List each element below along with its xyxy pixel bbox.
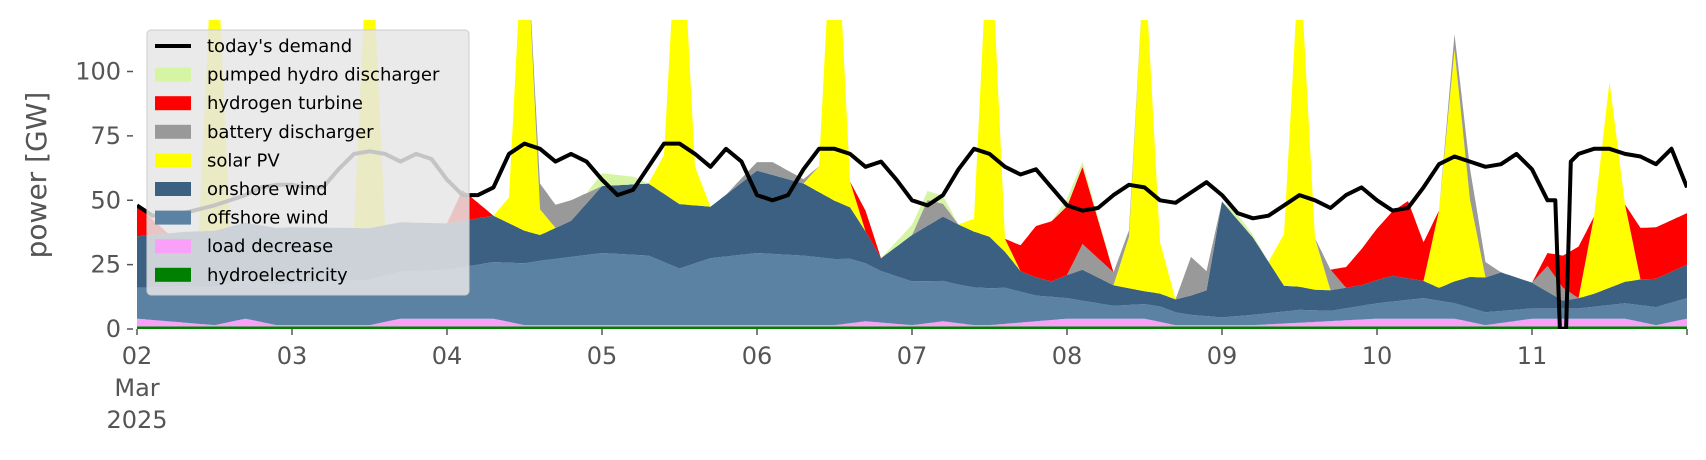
x-tick-label: 05 [587, 342, 618, 370]
x-tick-label: 02 Mar 2025 [106, 342, 167, 434]
area-hydroelectricity [137, 326, 1687, 329]
legend-swatch-battery-discharger [155, 124, 191, 139]
x-tick-label: 04 [432, 342, 463, 370]
y-tick-label: 25 [90, 251, 121, 279]
legend-label-today-s-demand: today's demand [207, 36, 352, 57]
y-tick-label: 50 [90, 186, 121, 214]
legend-label-hydrogen-turbine: hydrogen turbine [207, 93, 363, 114]
legend-swatch-hydroelectricity [155, 267, 191, 282]
legend-swatch-pumped-hydro-discharger [155, 67, 191, 82]
legend-label-onshore-wind: onshore wind [207, 179, 328, 200]
x-tick-label: 08 [1052, 342, 1083, 370]
x-tick-label: 07 [897, 342, 928, 370]
stacked-areas [137, 20, 1687, 329]
legend-label-hydroelectricity: hydroelectricity [207, 265, 348, 286]
area-load-decrease [137, 318, 1687, 327]
legend-label-battery-discharger: battery discharger [207, 122, 374, 143]
legend-swatch-onshore-wind [155, 182, 191, 196]
x-tick-label: 09 [1207, 342, 1238, 370]
legend-swatch-offshore-wind [155, 210, 191, 225]
area-onshore-wind [137, 170, 1687, 318]
x-tick-label: 11 [1517, 342, 1548, 370]
legend-swatch-hydrogen-turbine [155, 96, 191, 111]
legend-box [146, 29, 470, 296]
area-solar-pv [137, 20, 1687, 301]
x-tick-label: 06 [742, 342, 773, 370]
x-tick-label: 10 [1362, 342, 1393, 370]
y-tick-label: 0 [106, 315, 121, 343]
y-tick-label: 100 [75, 58, 121, 86]
area-offshore-wind [137, 253, 1687, 326]
legend-label-offshore-wind: offshore wind [207, 208, 329, 229]
x-tick-label: 03 [277, 342, 308, 370]
y-tick-label: 75 [90, 122, 121, 150]
legend-label-solar-pv: solar PV [207, 150, 280, 171]
legend: today's demand pumped hydro discharger hyd… [146, 29, 470, 296]
legend-label-pumped-hydro-discharger: pumped hydro discharger [207, 65, 440, 86]
legend-label-load-decrease: load decrease [207, 236, 333, 257]
legend-swatch-solar-pv [155, 153, 191, 168]
axes: 0 25 50 75 100 02 Mar 2025 03 04 05 06 07 08 09 10 11 [75, 58, 1688, 434]
y-axis-label: power [GW] [20, 92, 53, 259]
legend-swatch-load-decrease [155, 239, 191, 254]
